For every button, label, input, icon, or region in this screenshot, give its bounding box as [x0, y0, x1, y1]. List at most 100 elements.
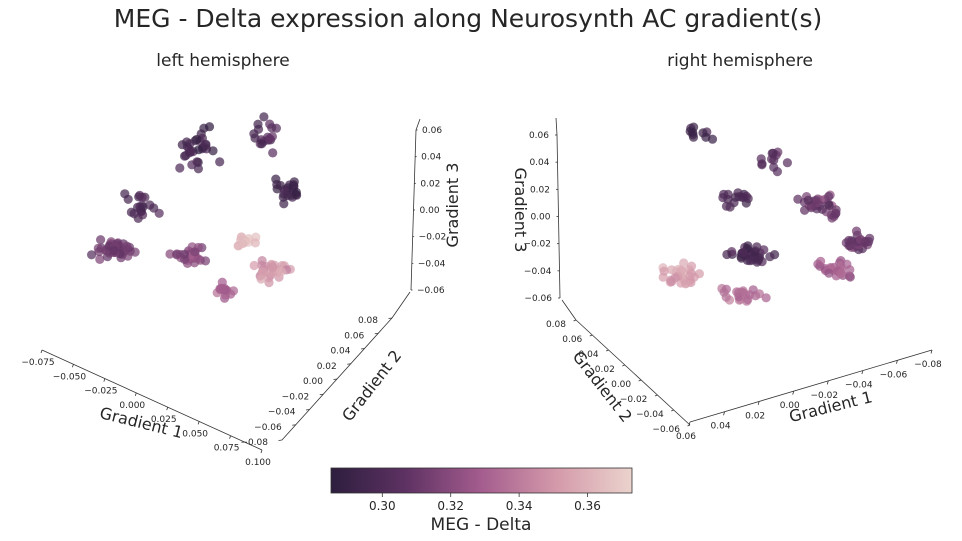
right-scatter-point — [737, 192, 747, 202]
left-scatter-point — [256, 274, 266, 284]
figure-title: MEG - Delta expression along Neurosynth … — [114, 4, 822, 33]
right-scatter-point — [800, 205, 810, 215]
right-y-axis-tick-label: −0.06 — [652, 425, 680, 435]
colorbar-label: MEG - Delta — [431, 515, 532, 535]
left-scatter-point — [228, 286, 239, 296]
left-x-axis-tick-label: 0.075 — [214, 444, 240, 454]
right-y-axis-tick-mark — [589, 334, 593, 337]
left-scatter-point — [96, 235, 106, 245]
left-x-axis-tick-label: 0.000 — [119, 401, 145, 411]
left-x-axis-tick-mark — [40, 349, 43, 354]
left-y-axis-tick-mark — [319, 393, 324, 396]
left-x-axis-tick-label: 0.025 — [151, 415, 177, 425]
colorbar: 0.30 0.32 0.34 0.36 MEG - Delta — [330, 467, 633, 535]
right-x-axis-tick-label: 0.00 — [780, 401, 800, 411]
left-x-axis-tick-mark — [197, 421, 200, 425]
left-z-axis-tick-label: −0.04 — [418, 259, 446, 269]
left-scatter-point — [123, 194, 133, 204]
right-scatter-point — [676, 266, 686, 276]
left-scatter-point — [291, 187, 301, 197]
right-scatter-point — [670, 273, 680, 283]
right-scatter-point — [768, 148, 778, 158]
right-scatter-point — [824, 268, 834, 278]
right-y-axis-tick-label: 0.04 — [579, 350, 599, 360]
left-y-axis-tick-label: −0.06 — [254, 423, 282, 433]
colorbar-tick-label: 0.34 — [506, 499, 533, 513]
colorbar-tick-label: 0.30 — [369, 499, 396, 513]
right-scatter-point — [803, 195, 813, 205]
colorbar-ticks: 0.30 0.32 0.34 0.36 — [369, 493, 601, 513]
left-scatter-point — [194, 145, 204, 155]
right-scatter-point — [761, 293, 771, 303]
right-x-axis-tick-label: 0.02 — [745, 411, 765, 421]
right-scatter-point — [738, 248, 748, 258]
left-scatter-point — [238, 239, 248, 249]
right-scatter-point — [681, 278, 691, 288]
right-x-axis-tick-label: 0.06 — [676, 432, 696, 442]
right-scatter-point — [816, 256, 826, 266]
right-z-axis-tick-label: 0.04 — [529, 158, 549, 168]
left-x-axis-tick-mark — [134, 392, 137, 396]
right-scatter-point — [719, 287, 729, 297]
colorbar-tick-label: 0.32 — [437, 499, 464, 513]
left-z-axis-tick-label: −0.06 — [417, 286, 445, 296]
right-y-axis-tick-mark — [605, 349, 609, 352]
right-scatter-point — [793, 194, 803, 204]
left-y-axis-tick-mark — [374, 332, 379, 335]
left-y-axis-tick-mark — [347, 363, 351, 365]
left-scatter-point — [149, 203, 159, 213]
right-x-axis-tick-mark — [861, 370, 864, 375]
left-scatter-point — [137, 192, 147, 202]
left-scatter-point — [257, 139, 267, 149]
left-scatter-point — [258, 267, 268, 277]
left-scatter-point — [87, 250, 97, 260]
right-scatter-point — [824, 191, 834, 202]
left-z-axis-tick-label: −0.02 — [419, 233, 447, 243]
left-scatter-point — [249, 260, 259, 271]
right-scatter-point — [659, 266, 669, 276]
right-x-axis-tick-label: −0.02 — [810, 391, 838, 401]
colorbar-gradient — [330, 467, 633, 494]
right-scatter-point — [679, 258, 689, 268]
right-z-axis-tick-label: −0.02 — [523, 240, 551, 250]
left-x-axis-tick-mark — [166, 407, 169, 411]
left-scatter-point — [276, 266, 286, 277]
left-scatter-point — [253, 119, 263, 129]
left-scatter-point — [172, 249, 182, 259]
right-x-axis-tick-mark — [723, 411, 725, 416]
left-x-axis-tick-mark — [103, 378, 106, 382]
right-scatter-point — [722, 249, 732, 260]
left-y-axis-tick-label: −0.08 — [240, 438, 268, 448]
right-z-axis-tick-label: 0.06 — [529, 131, 549, 141]
left-scatter-point — [95, 254, 105, 264]
right-x-axis-tick-mark — [930, 349, 933, 354]
left-scatter-point — [122, 241, 132, 251]
colorbar-tick-label: 0.36 — [574, 499, 601, 513]
right-scatter-point — [748, 255, 758, 265]
left-scatter-point — [93, 243, 103, 253]
left-ylabel: Gradient 2 — [338, 346, 405, 425]
right-scatter-point — [782, 158, 793, 168]
right-y-axis-line — [575, 319, 691, 426]
left-x-axis-tick-label: −0.050 — [53, 372, 87, 382]
left-scatter-point — [193, 164, 203, 174]
left-x-axis-line — [41, 349, 263, 451]
right-y-axis-tick-label: 0.00 — [611, 380, 631, 390]
right-scatter-point — [769, 155, 779, 165]
left-scatter-point — [267, 131, 277, 142]
right-x-axis-tick-mark — [792, 391, 795, 395]
right-scatter-point — [842, 259, 852, 269]
left-y-axis-tick-mark — [278, 439, 283, 441]
right-y-axis-tick-label: 0.06 — [562, 335, 582, 345]
left-scatter-point — [185, 147, 196, 157]
right-scatter-point — [860, 238, 870, 248]
right-z-axis-extension — [555, 117, 558, 136]
right-scatter-point — [759, 245, 769, 255]
right-subtitle: right hemisphere — [667, 51, 813, 71]
right-y-axis-tick-label: 0.08 — [546, 320, 566, 330]
right-y-axis-tick-mark — [622, 364, 626, 367]
left-z-axis-tick-label: 0.02 — [420, 179, 440, 189]
right-z-axis-tick-label: −0.06 — [524, 294, 552, 304]
